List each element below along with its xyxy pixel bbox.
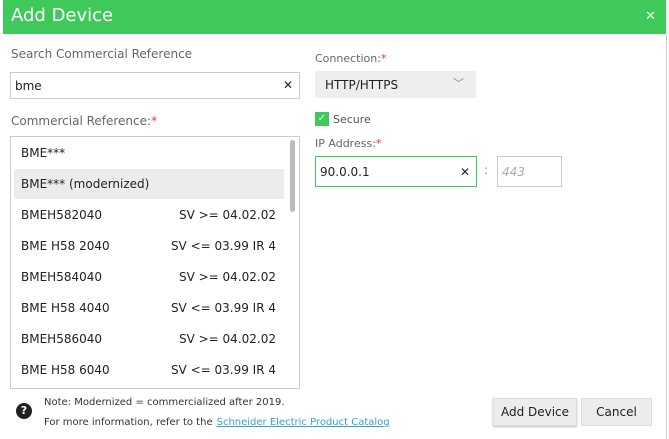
reference-label-text: Commercial Reference: — [11, 114, 152, 128]
port-input[interactable]: 443 — [497, 156, 562, 187]
connection-label: Connection:* — [315, 52, 386, 65]
list-item[interactable]: BME*** (modernized) — [14, 169, 284, 199]
port-placeholder: 443 — [502, 165, 525, 179]
item-name: BME H58 6040 — [21, 363, 110, 377]
list-item[interactable]: BME*** — [14, 138, 284, 168]
secure-checkbox[interactable]: ✓ — [315, 112, 329, 126]
item-name: BMEH582040 — [21, 208, 102, 222]
chevron-down-icon: ﹀ — [453, 77, 464, 90]
connection-select[interactable]: HTTP/HTTPS ﹀ — [315, 71, 476, 98]
required-marker: * — [380, 52, 387, 65]
required-marker: * — [151, 114, 158, 128]
more-info: For more information, refer to the Schnei… — [44, 417, 390, 428]
ip-address-input[interactable]: 90.0.0.1 ✕ — [315, 156, 477, 187]
list-item[interactable]: BMEH582040 SV >= 04.02.02 — [14, 200, 284, 230]
close-icon[interactable]: ✕ — [645, 9, 656, 24]
more-info-text: For more information, refer to the — [44, 417, 213, 428]
list-item[interactable]: BME H58 2040 SV <= 03.99 IR 4 — [14, 231, 284, 261]
ip-label: IP Address:* — [315, 137, 381, 150]
item-version: SV <= 03.99 IR 4 — [170, 239, 276, 253]
help-icon: ? — [16, 403, 32, 419]
item-version: SV <= 03.99 IR 4 — [170, 301, 276, 315]
item-version: SV >= 04.02.02 — [178, 332, 276, 346]
reference-label: Commercial Reference:* — [11, 114, 157, 128]
port-separator: : — [484, 163, 489, 177]
clear-search-icon[interactable]: ✕ — [282, 78, 293, 92]
dialog-title: Add Device — [11, 5, 114, 26]
search-label: Search Commercial Reference — [11, 47, 193, 61]
item-name: BMEH584040 — [21, 270, 102, 284]
list-item[interactable]: BME H58 4040 SV <= 03.99 IR 4 — [14, 293, 284, 323]
catalog-link[interactable]: Schneider Electric Product Catalog — [216, 417, 390, 428]
list-item[interactable]: BMEH584040 SV >= 04.02.02 — [14, 262, 284, 292]
list-item[interactable]: BMEH586040 SV >= 04.02.02 — [14, 324, 284, 354]
note-text: Note: Modernized = commercialized after … — [44, 397, 285, 408]
item-version: SV >= 04.02.02 — [178, 208, 276, 222]
secure-label: Secure — [333, 113, 371, 126]
search-input[interactable]: bme ✕ — [10, 72, 300, 99]
cancel-button[interactable]: Cancel — [581, 398, 652, 426]
item-name: BME*** — [21, 146, 66, 160]
item-name: BME H58 4040 — [21, 301, 110, 315]
add-device-button[interactable]: Add Device — [493, 398, 577, 426]
scrollbar[interactable] — [290, 140, 295, 212]
item-name: BMEH586040 — [21, 332, 102, 346]
connection-value: HTTP/HTTPS — [325, 78, 399, 92]
required-marker: * — [375, 137, 382, 150]
ip-value: 90.0.0.1 — [320, 165, 370, 179]
ip-label-text: IP Address: — [315, 137, 376, 150]
item-name: BME*** (modernized) — [21, 177, 150, 191]
item-name: BME H58 2040 — [21, 239, 110, 253]
clear-ip-icon[interactable]: ✕ — [459, 165, 470, 179]
connection-label-text: Connection: — [315, 52, 381, 65]
search-value: bme — [15, 79, 42, 93]
dialog-border — [666, 34, 667, 439]
reference-list[interactable]: BME*** BME*** (modernized) BMEH582040 SV >=… — [10, 136, 300, 389]
item-version: SV >= 04.02.02 — [178, 270, 276, 284]
list-item[interactable]: BME H58 6040 SV <= 03.99 IR 4 — [14, 355, 284, 385]
item-version: SV <= 03.99 IR 4 — [170, 363, 276, 377]
title-bar: Add Device ✕ — [3, 0, 666, 34]
